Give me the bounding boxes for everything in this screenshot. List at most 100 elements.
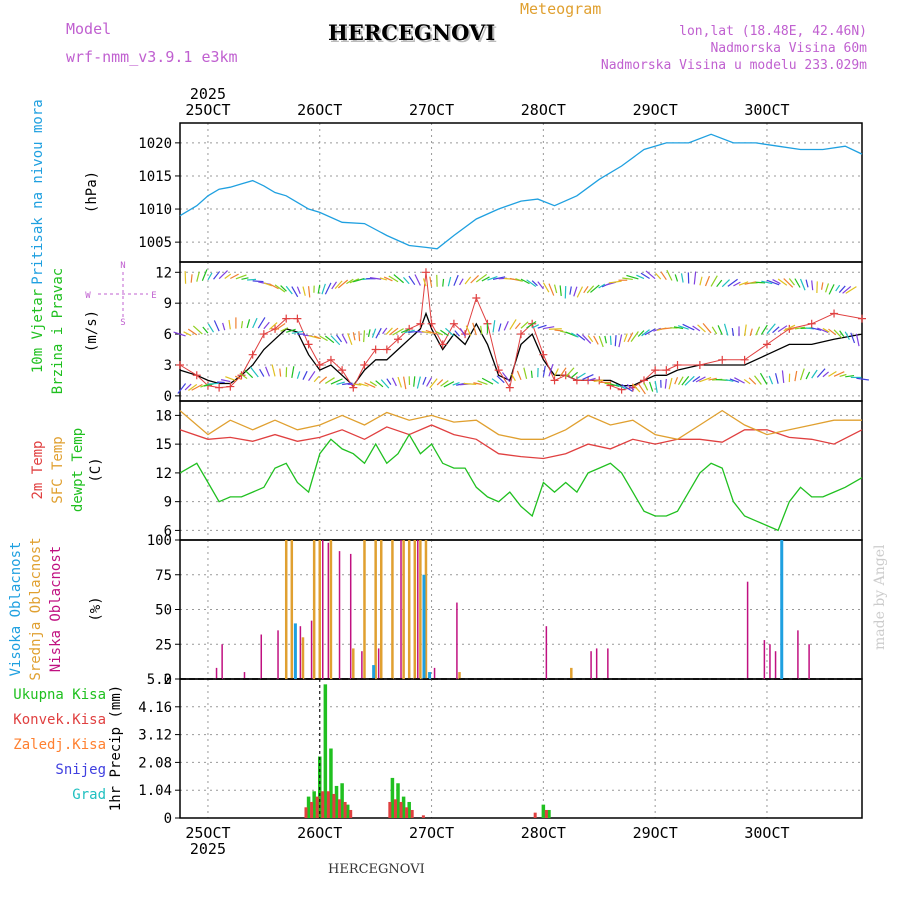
wind-arrow: [435, 331, 444, 336]
cloud-low-bar: [277, 630, 279, 679]
wind-arrow: [654, 380, 658, 393]
wind-arrow: [291, 286, 299, 298]
compass-east: E: [151, 291, 156, 301]
cloud-unit: (%): [88, 596, 104, 621]
wind-arrow: [459, 327, 466, 337]
wind-arrow: [225, 376, 237, 382]
wind-arrow: [768, 375, 774, 385]
wind-unit: (m/s): [84, 310, 100, 352]
wind-arrow: [403, 376, 407, 390]
wind-arrow: [234, 375, 242, 381]
precip-total-bar: [345, 804, 350, 818]
wind-arrow: [559, 367, 567, 377]
ytick-label-clouds: 25: [155, 637, 172, 653]
gust-marker: [550, 376, 559, 385]
gust-marker: [449, 319, 458, 328]
gust-marker: [248, 350, 257, 359]
compass-cross-icon: [98, 272, 148, 318]
gust-marker: [651, 366, 660, 375]
cloud-low-bar: [338, 551, 341, 679]
xtick-label-bottom: 29OCT: [633, 824, 678, 842]
wind-arrow: [699, 276, 703, 286]
station-title: HERCEGNOVI: [328, 20, 496, 45]
wind-arrow: [421, 330, 432, 334]
wind-arrow: [744, 324, 747, 337]
wind-arrow: [788, 278, 795, 286]
precip-legend-item: Grad: [72, 787, 106, 803]
gust-marker: [371, 345, 380, 354]
wind-arrow: [626, 274, 639, 280]
precip-total-bar: [334, 785, 339, 818]
wind-arrow: [543, 326, 555, 330]
wind-arrow: [856, 377, 869, 381]
cloud-low-bar: [456, 602, 458, 679]
wind-arrow: [184, 383, 192, 391]
wind-arrow: [576, 333, 586, 341]
wind-arrow: [480, 325, 483, 335]
wind-arrow: [388, 275, 399, 283]
cloud-low-bar: [417, 540, 419, 679]
cloud-low-bar: [361, 651, 363, 679]
wind-arrow: [259, 368, 265, 377]
cloud-low-bar: [299, 626, 302, 679]
cloud-low-bar: [260, 634, 263, 679]
precip-convective-bar: [421, 815, 425, 818]
cloud-low-bar: [607, 648, 609, 679]
wind-arrow: [269, 283, 279, 290]
gust-marker: [360, 360, 369, 369]
wind-arrow: [645, 270, 656, 280]
wind-arrow: [811, 327, 822, 331]
wind-arrow: [302, 286, 306, 296]
wind-arrow: [447, 276, 452, 287]
wind-arrow: [817, 327, 829, 333]
wind-arrow: [733, 281, 741, 287]
wind-arrow: [783, 278, 794, 288]
precip-legend-item: Konvek.Kisa: [13, 712, 106, 728]
wind-arrow: [425, 329, 438, 335]
wind-arrow: [342, 382, 353, 386]
wind-arrow: [443, 381, 455, 388]
wind-arrow: [330, 335, 341, 346]
ytick-label-pressure: 1005: [138, 235, 172, 251]
compass-south: S: [120, 318, 125, 328]
wind-arrow: [404, 329, 415, 334]
wind-arrow: [677, 325, 689, 330]
wind-arrow: [774, 373, 779, 384]
wind-arrow: [367, 329, 371, 338]
wind-arrow: [246, 319, 251, 329]
wind-arrow: [408, 275, 416, 286]
wind-arrow: [537, 324, 547, 329]
precip-convective-bar: [410, 809, 414, 818]
wind-arrow: [621, 384, 633, 392]
precip-total-bar: [396, 783, 400, 818]
wind-arrow: [454, 330, 460, 337]
precip-convective-bar: [544, 809, 548, 818]
wind-arrow: [839, 373, 847, 378]
wind-arrow: [496, 375, 505, 384]
cloud-low-bar: [746, 581, 749, 679]
wind-arrow: [371, 328, 377, 338]
gust-marker: [326, 355, 335, 364]
cloud-mid-bar: [458, 672, 461, 679]
wind-arrow: [202, 326, 209, 334]
wind-arrow: [531, 324, 540, 329]
wind-arrow: [845, 286, 857, 294]
precip-total-bar: [407, 801, 411, 818]
wind-arrow: [731, 327, 735, 336]
wind-arrow: [704, 275, 711, 287]
wind-ylabel-2: Brzina i Pravac: [50, 268, 66, 394]
model-label: Model: [66, 20, 112, 38]
wind-arrow: [228, 319, 231, 330]
wind-arrow: [336, 381, 345, 385]
wind-arrow: [565, 367, 575, 378]
wind-arrow: [325, 377, 335, 384]
gust-marker: [237, 371, 246, 380]
cloud-low-bar: [433, 667, 436, 679]
wind-arrow: [429, 276, 433, 287]
ytick-label-pressure: 1015: [138, 169, 172, 185]
gust-marker: [494, 366, 503, 375]
xtick-label-top: 25OCT: [185, 101, 230, 119]
wind-arrow: [749, 328, 753, 336]
wind-arrow: [520, 278, 530, 285]
